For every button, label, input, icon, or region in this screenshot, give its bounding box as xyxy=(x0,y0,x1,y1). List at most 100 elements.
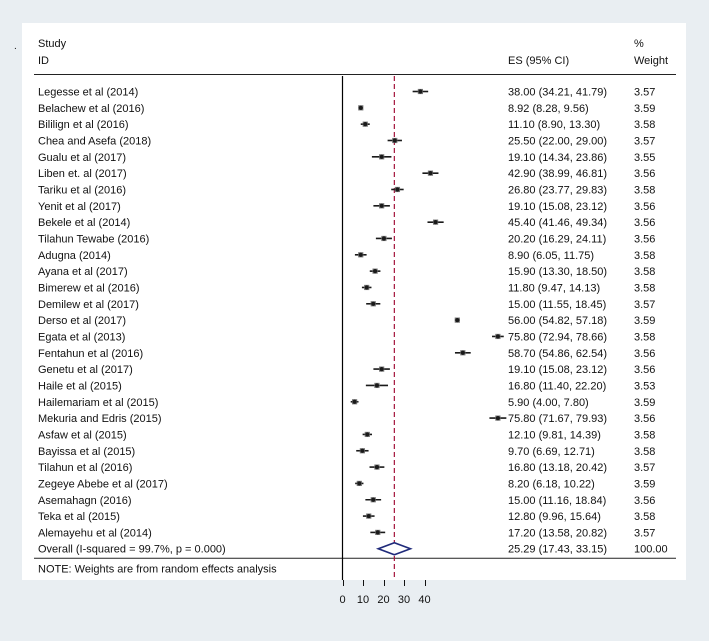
study-ci-text: 75.80 (71.67, 79.93) xyxy=(508,413,607,425)
study-weight: 3.58 xyxy=(634,119,655,131)
study-weight: 3.58 xyxy=(634,331,655,343)
point-estimate xyxy=(495,416,500,421)
study-ci-text: 9.70 (6.69, 12.71) xyxy=(508,446,595,458)
point-estimate xyxy=(352,399,357,404)
point-estimate xyxy=(371,301,376,306)
study-name: Tariku et al (2016) xyxy=(38,184,126,196)
study-ci-text: 15.00 (11.16, 18.84) xyxy=(508,495,606,507)
study-ci-text: 19.10 (15.08, 23.12) xyxy=(508,201,607,213)
point-estimate xyxy=(460,350,465,355)
point-estimate xyxy=(374,383,380,388)
study-ci-text: 19.10 (15.08, 23.12) xyxy=(508,364,607,376)
study-weight: 3.57 xyxy=(634,462,655,474)
x-tick-label: 20 xyxy=(377,594,390,606)
footnote: NOTE: Weights are from random effects an… xyxy=(38,564,277,576)
point-estimate xyxy=(418,89,423,94)
study-name: Gualu et al (2017) xyxy=(38,152,126,164)
point-estimate xyxy=(379,367,384,372)
study-name: Demilew et al (2017) xyxy=(38,299,139,311)
study-ci-text: 16.80 (13.18, 20.42) xyxy=(508,462,607,474)
point-estimate xyxy=(374,464,380,470)
study-weight: 3.58 xyxy=(634,282,655,294)
study-name: Egata et al (2013) xyxy=(38,331,125,343)
study-weight: 3.56 xyxy=(634,413,655,425)
study-weight: 3.58 xyxy=(634,266,655,278)
study-name: Hailemariam et al (2015) xyxy=(38,397,158,409)
study-weight: 3.55 xyxy=(634,152,655,164)
study-weight: 3.59 xyxy=(634,315,655,327)
study-name: Yenit et al (2017) xyxy=(38,201,121,213)
study-name: Asfaw et al (2015) xyxy=(38,429,127,441)
point-estimate xyxy=(358,252,363,257)
study-ci-text: 15.00 (11.55, 18.45) xyxy=(508,299,606,311)
study-weight: 3.56 xyxy=(634,495,655,507)
point-estimate xyxy=(363,122,368,127)
point-estimate xyxy=(428,171,433,176)
study-name: Tilahun Tewabe (2016) xyxy=(38,233,149,245)
study-ci-text: 12.10 (9.81, 14.39) xyxy=(508,429,601,441)
overall-group: Overall (I-squared = 99.7%, p = 0.000) 25… xyxy=(38,541,668,576)
study-name: Belachew et al (2016) xyxy=(38,103,144,115)
point-estimate xyxy=(395,187,400,192)
study-name: Bayissa et al (2015) xyxy=(38,446,135,458)
study-weight: 3.58 xyxy=(634,511,655,523)
study-ci-text: 17.20 (13.58, 20.82) xyxy=(508,527,607,539)
point-estimate xyxy=(379,154,384,159)
study-name: Zegeye Abebe et al (2017) xyxy=(38,478,168,490)
header-weight: Weight xyxy=(634,55,668,67)
study-weight: 3.59 xyxy=(634,103,655,115)
study-ci-text: 12.80 (9.96, 15.64) xyxy=(508,511,601,523)
study-weight: 3.56 xyxy=(634,348,655,360)
study-weight: 3.58 xyxy=(634,250,655,262)
point-estimate xyxy=(371,497,376,502)
study-ci-text: 11.80 (9.47, 14.13) xyxy=(508,282,600,294)
study-ci-text: 19.10 (14.34, 23.86) xyxy=(508,152,607,164)
study-ci-text: 38.00 (34.21, 41.79) xyxy=(508,87,607,99)
study-weight: 3.59 xyxy=(634,397,655,409)
header-group: Study ID ES (95% CI)% Weight xyxy=(34,38,676,559)
axis-group xyxy=(341,76,395,580)
study-weight: 3.53 xyxy=(634,380,655,392)
header-id: ID xyxy=(38,55,49,67)
header-es-ci: ES (95% CI) xyxy=(508,55,569,67)
study-name: Fentahun et al (2016) xyxy=(38,348,143,360)
study-name: Haile et al (2015) xyxy=(38,380,122,392)
stray-mark: . xyxy=(14,41,17,52)
study-ci-text: 8.92 (8.28, 9.56) xyxy=(508,103,589,115)
point-estimate xyxy=(433,220,438,225)
study-name: Bililign et al (2016) xyxy=(38,119,129,131)
study-weight: 3.58 xyxy=(634,429,655,441)
study-weight: 3.56 xyxy=(634,168,655,180)
study-ci-text: 20.20 (16.29, 24.11) xyxy=(508,233,606,245)
study-name: Alemayehu et al (2014) xyxy=(38,527,152,539)
point-estimate xyxy=(495,334,500,339)
study-ci-text: 58.70 (54.86, 62.54) xyxy=(508,348,607,360)
point-estimate xyxy=(358,105,363,110)
point-estimate xyxy=(357,481,362,486)
forest-plot: Study ID ES (95% CI)% Weight Legesse et al … xyxy=(34,38,676,580)
point-estimate xyxy=(375,530,380,535)
study-ci-text: 8.90 (6.05, 11.75) xyxy=(508,250,594,262)
overall-ci-text: 25.29 (17.43, 33.15) xyxy=(508,544,607,556)
x-tick-mark xyxy=(383,580,385,586)
rows-group: Legesse et al (2014) 38.00 (34.21, 41.79)… xyxy=(38,87,655,540)
x-tick-label: 30 xyxy=(397,594,411,606)
x-tick-label: 40 xyxy=(418,594,431,606)
study-ci-text: 15.90 (13.30, 18.50) xyxy=(508,266,607,278)
study-name: Bimerew et al (2016) xyxy=(38,282,140,294)
study-weight: 3.57 xyxy=(634,527,655,539)
study-weight: 3.56 xyxy=(634,233,655,245)
study-weight: 3.57 xyxy=(634,299,655,311)
study-name: Derso et al (2017) xyxy=(38,315,126,327)
forest-plot-panel: Study ID ES (95% CI)% Weight Legesse et al … xyxy=(22,23,686,580)
point-estimate xyxy=(364,285,369,290)
point-estimate xyxy=(455,318,460,323)
study-ci-text: 8.20 (6.18, 10.22) xyxy=(508,478,595,490)
study-name: Mekuria and Edris (2015) xyxy=(38,413,162,425)
study-name: Asemahagn (2016) xyxy=(38,495,132,507)
point-estimate xyxy=(365,432,370,437)
header-percent: % xyxy=(634,38,644,50)
study-weight: 3.57 xyxy=(634,87,655,99)
study-name: Chea and Asefa (2018) xyxy=(38,135,151,147)
x-tick-mark xyxy=(424,580,426,586)
